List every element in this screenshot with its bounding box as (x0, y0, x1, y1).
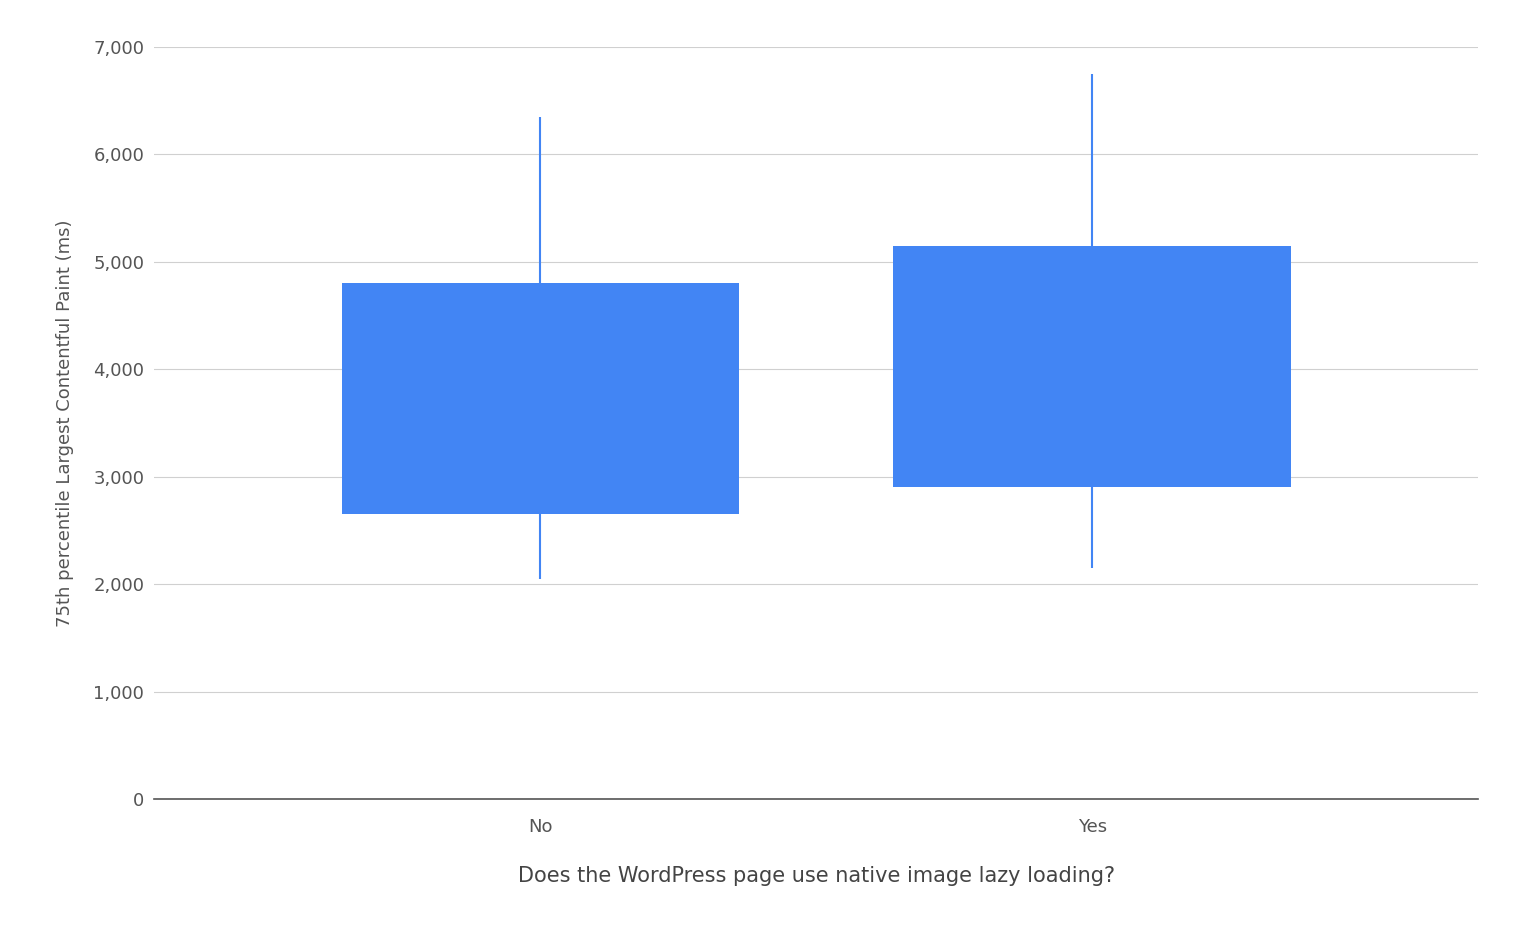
Bar (342, 283, 739, 514)
Y-axis label: 75th percentile Largest Contentful Paint (ms): 75th percentile Largest Contentful Paint… (55, 219, 74, 627)
Bar (893, 245, 1291, 488)
X-axis label: Does the WordPress page use native image lazy loading?: Does the WordPress page use native image… (517, 867, 1115, 886)
